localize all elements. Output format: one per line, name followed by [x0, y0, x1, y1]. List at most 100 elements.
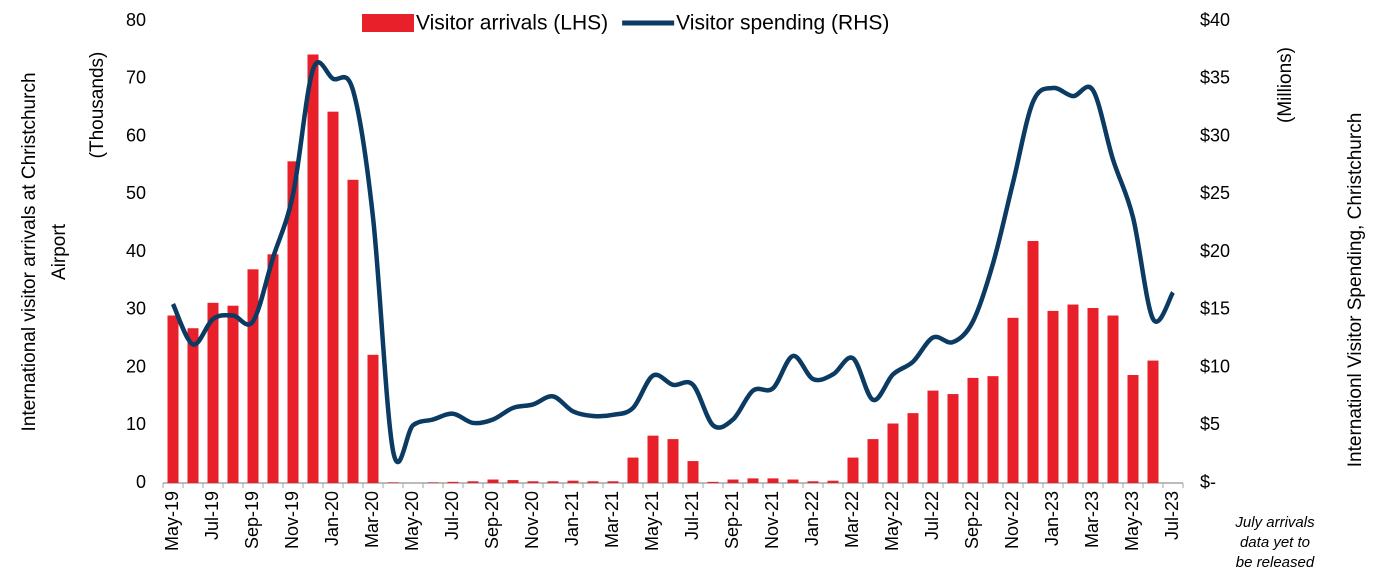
y-tick-label: 0	[136, 472, 146, 492]
y2-tick-label: $10	[1200, 356, 1230, 376]
y2-tick-label: $5	[1200, 414, 1220, 434]
x-tick-label: Jul-23	[1162, 491, 1182, 540]
y2-axis-label: Internationl Visitor Spending, Christchu…	[1345, 113, 1366, 468]
bar	[1127, 375, 1139, 483]
bar	[327, 111, 339, 483]
bar	[267, 254, 279, 483]
bar	[907, 413, 919, 483]
bar	[1027, 241, 1039, 483]
x-tick-label: Mar-22	[842, 491, 862, 548]
bar	[387, 482, 399, 483]
bar	[287, 161, 299, 483]
bar	[167, 315, 179, 483]
bar	[707, 481, 719, 483]
bar	[467, 481, 479, 483]
bar	[1087, 308, 1099, 483]
bar	[1107, 315, 1119, 483]
bar	[867, 439, 879, 483]
x-tick-label: Sep-20	[482, 491, 502, 549]
y-axis-label: Airport	[49, 223, 70, 280]
y-tick-label: 50	[126, 183, 146, 203]
y2-tick-label: $-	[1200, 472, 1216, 492]
x-tick-label: Mar-21	[602, 491, 622, 548]
bar	[307, 54, 319, 484]
bar	[627, 457, 639, 483]
bar	[567, 480, 579, 483]
x-tick-label: Jul-20	[442, 491, 462, 540]
legend-label: Visitor arrivals (LHS)	[416, 12, 608, 35]
y2-tick-label: $20	[1200, 241, 1230, 261]
bar	[347, 179, 359, 483]
x-tick-label: Mar-20	[362, 491, 382, 548]
x-tick-label: Jan-21	[562, 491, 582, 546]
line	[170, 60, 1175, 465]
bar	[587, 481, 599, 483]
y-tick-label: 70	[126, 68, 146, 88]
y2-tick-label: $25	[1200, 183, 1230, 203]
x-tick-label: Sep-22	[962, 491, 982, 549]
y2-tick-label: $15	[1200, 299, 1230, 319]
y2-axis-units: (Millions)	[1275, 47, 1296, 123]
y-axis-units: (Thousands)	[87, 52, 108, 159]
bar	[647, 435, 659, 483]
x-tick-label: May-19	[162, 491, 182, 551]
bar	[847, 457, 859, 483]
bar	[807, 481, 819, 483]
x-tick-label: Jul-22	[922, 491, 942, 540]
x-tick-label: Sep-19	[242, 491, 262, 549]
x-tick-label: Mar-23	[1082, 491, 1102, 548]
bar	[927, 390, 939, 483]
bar	[947, 394, 959, 483]
bar	[687, 461, 699, 483]
x-tick-label: May-23	[1122, 491, 1142, 551]
y-tick-label: 10	[126, 414, 146, 434]
bar	[247, 269, 259, 483]
bar	[227, 305, 239, 483]
bar	[507, 480, 519, 483]
x-tick-label: Sep-21	[722, 491, 742, 549]
y-tick-label: 30	[126, 299, 146, 319]
bar	[547, 481, 559, 483]
y2-tick-label: $30	[1200, 125, 1230, 145]
x-tick-label: Nov-21	[762, 491, 782, 549]
bar	[1147, 360, 1159, 483]
y-tick-label: 80	[126, 10, 146, 30]
bar	[527, 481, 539, 483]
bar	[967, 377, 979, 483]
x-tick-label: Jul-19	[202, 491, 222, 540]
bar	[767, 478, 779, 483]
y2-tick-label: $35	[1200, 68, 1230, 88]
bar	[1067, 304, 1079, 483]
bar	[1047, 310, 1059, 483]
x-tick-label: May-21	[642, 491, 662, 551]
bar	[447, 481, 459, 483]
x-tick-label: May-22	[882, 491, 902, 551]
x-tick-label: Jan-20	[322, 491, 342, 546]
x-tick-label: Nov-19	[282, 491, 302, 549]
bar	[187, 328, 199, 483]
bar	[427, 482, 439, 483]
x-tick-label: Nov-22	[1002, 491, 1022, 549]
y2-tick-label: $40	[1200, 10, 1230, 30]
y-axis-label: International visitor arrivals at Christ…	[19, 72, 40, 431]
legend-swatch	[362, 14, 414, 32]
x-tick-label: Jan-23	[1042, 491, 1062, 546]
y-tick-label: 60	[126, 125, 146, 145]
bar	[987, 376, 999, 483]
annotation: be released	[1236, 554, 1315, 571]
x-tick-label: May-20	[402, 491, 422, 551]
x-tick-label: Nov-20	[522, 491, 542, 549]
annotation: July arrivals	[1234, 514, 1315, 531]
y-tick-label: 40	[126, 241, 146, 261]
bar	[727, 479, 739, 483]
legend-label: Visitor spending (RHS)	[676, 12, 889, 35]
x-tick-label: Jul-21	[682, 491, 702, 540]
bar	[747, 478, 759, 483]
bar	[827, 480, 839, 483]
annotation: data yet to	[1240, 534, 1310, 551]
bar	[1007, 317, 1019, 483]
bar	[207, 302, 219, 483]
bar	[607, 481, 619, 483]
bar	[667, 439, 679, 483]
